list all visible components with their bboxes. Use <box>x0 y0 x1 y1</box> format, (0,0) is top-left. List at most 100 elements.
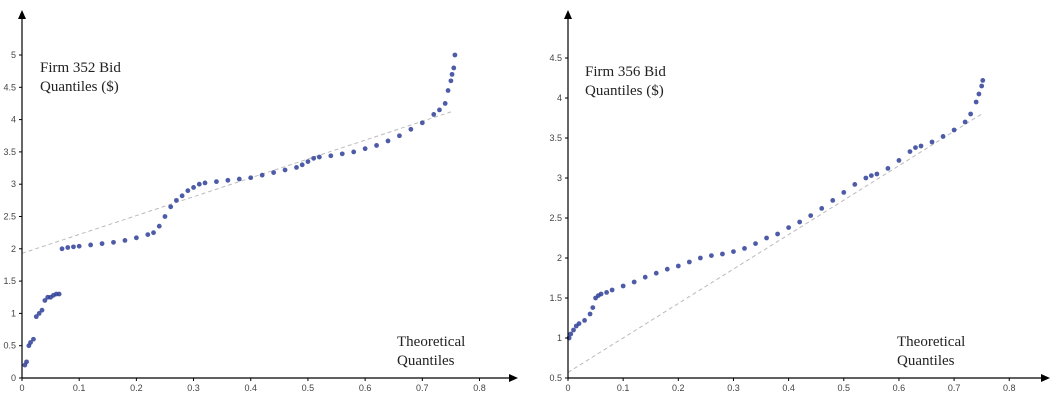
x-tick-label: 0.6 <box>893 383 906 393</box>
data-point <box>56 291 62 297</box>
data-point <box>71 244 76 250</box>
data-point <box>214 179 219 185</box>
y-tick-label: 0.5 <box>3 341 16 351</box>
data-point <box>731 249 736 255</box>
data-point <box>351 149 357 155</box>
y-tick-label: 4.5 <box>3 82 16 92</box>
data-point <box>929 139 935 145</box>
data-point <box>830 198 836 203</box>
x-tick-label: 0.5 <box>302 383 315 393</box>
data-point <box>571 327 576 333</box>
data-point <box>236 176 242 182</box>
y-tick-label: 0 <box>11 373 16 383</box>
data-point <box>397 133 402 139</box>
x-tick-label: 0 <box>565 383 570 393</box>
data-point <box>742 246 747 251</box>
data-point <box>590 305 596 310</box>
data-point <box>419 120 425 126</box>
data-point <box>311 155 317 161</box>
x-axis-label: Theoretical <box>397 334 465 350</box>
y-axis-annotation: Quantiles ($) <box>40 79 119 95</box>
data-point <box>764 235 769 241</box>
data-point <box>65 245 71 250</box>
data-point <box>196 181 202 187</box>
qq-plot-firm-352: 0 0.1 0.2 0.3 0.4 0.5 0.6 0.7 0.8 0 0.5 1 1.5 2 2.5 3 3.… <box>3 10 518 393</box>
data-point <box>980 78 986 83</box>
data-point <box>709 253 714 258</box>
data-point <box>282 167 288 173</box>
data-point <box>896 158 902 163</box>
x-tick-label: 0.8 <box>473 383 486 393</box>
data-point <box>133 235 139 241</box>
y-tick-label: 2.5 <box>549 213 562 223</box>
y-tick-label: 3 <box>11 179 16 189</box>
data-point <box>907 149 913 155</box>
data-point <box>225 177 231 183</box>
data-point <box>76 243 82 249</box>
reference-line <box>567 113 982 373</box>
data-point <box>720 251 725 257</box>
data-point <box>259 172 265 178</box>
y-tick-label: 4 <box>11 115 16 125</box>
data-point <box>675 263 681 269</box>
data-point <box>863 175 869 181</box>
y-tick-label: 1 <box>557 333 562 343</box>
x-tick-label: 0.5 <box>838 383 851 393</box>
x-tick-label: 0.7 <box>948 383 961 393</box>
data-point <box>185 188 191 194</box>
data-point <box>191 185 196 190</box>
x-tick-label: 0.1 <box>73 383 86 393</box>
data-point <box>609 287 615 293</box>
data-point <box>808 213 814 219</box>
data-point <box>951 127 957 133</box>
data-point <box>448 78 454 84</box>
y-tick-label: 1.5 <box>3 276 16 286</box>
data-point <box>31 336 36 342</box>
y-axis-arrowhead <box>18 10 26 19</box>
y-tick-label: 4 <box>557 93 562 103</box>
x-tick-label: 0 <box>19 383 24 393</box>
y-tick-label: 0.5 <box>549 373 562 383</box>
data-point <box>431 112 437 117</box>
reference-line <box>21 111 452 254</box>
x-axis-arrowhead <box>1041 374 1050 382</box>
data-point <box>408 126 414 132</box>
data-point <box>631 279 637 285</box>
data-point <box>299 162 305 168</box>
data-point <box>620 283 626 289</box>
data-point <box>775 231 780 237</box>
y-axis-annotation: Firm 352 Bid <box>40 60 121 76</box>
data-point <box>24 359 29 365</box>
x-tick-label: 0.3 <box>727 383 740 393</box>
y-tick-label: 5 <box>11 50 16 60</box>
data-point <box>111 239 116 245</box>
data-point <box>568 331 574 337</box>
data-point <box>122 238 128 243</box>
x-tick-label: 0.2 <box>672 383 685 393</box>
data-point <box>385 138 391 144</box>
x-tick-label: 0.3 <box>187 383 200 393</box>
data-point <box>28 340 33 345</box>
x-tick-label: 0.6 <box>359 383 372 393</box>
y-tick-label: 3.5 <box>549 133 562 143</box>
data-point <box>328 153 334 159</box>
data-point <box>59 246 65 252</box>
data-point <box>145 232 151 237</box>
x-axis-label: Theoretical <box>897 334 965 350</box>
data-point <box>973 99 979 105</box>
data-point <box>786 225 792 231</box>
data-point <box>686 259 692 265</box>
data-point <box>918 143 924 149</box>
data-point <box>841 190 847 195</box>
y-tick-label: 2 <box>557 253 562 263</box>
data-point <box>697 255 703 261</box>
data-point <box>753 241 758 247</box>
y-axis-arrowhead <box>564 10 572 19</box>
data-point <box>437 107 442 113</box>
data-point <box>979 83 985 89</box>
data-point <box>868 173 874 179</box>
y-tick-label: 4.5 <box>549 53 562 63</box>
data-point <box>449 71 455 77</box>
data-point <box>202 180 208 186</box>
